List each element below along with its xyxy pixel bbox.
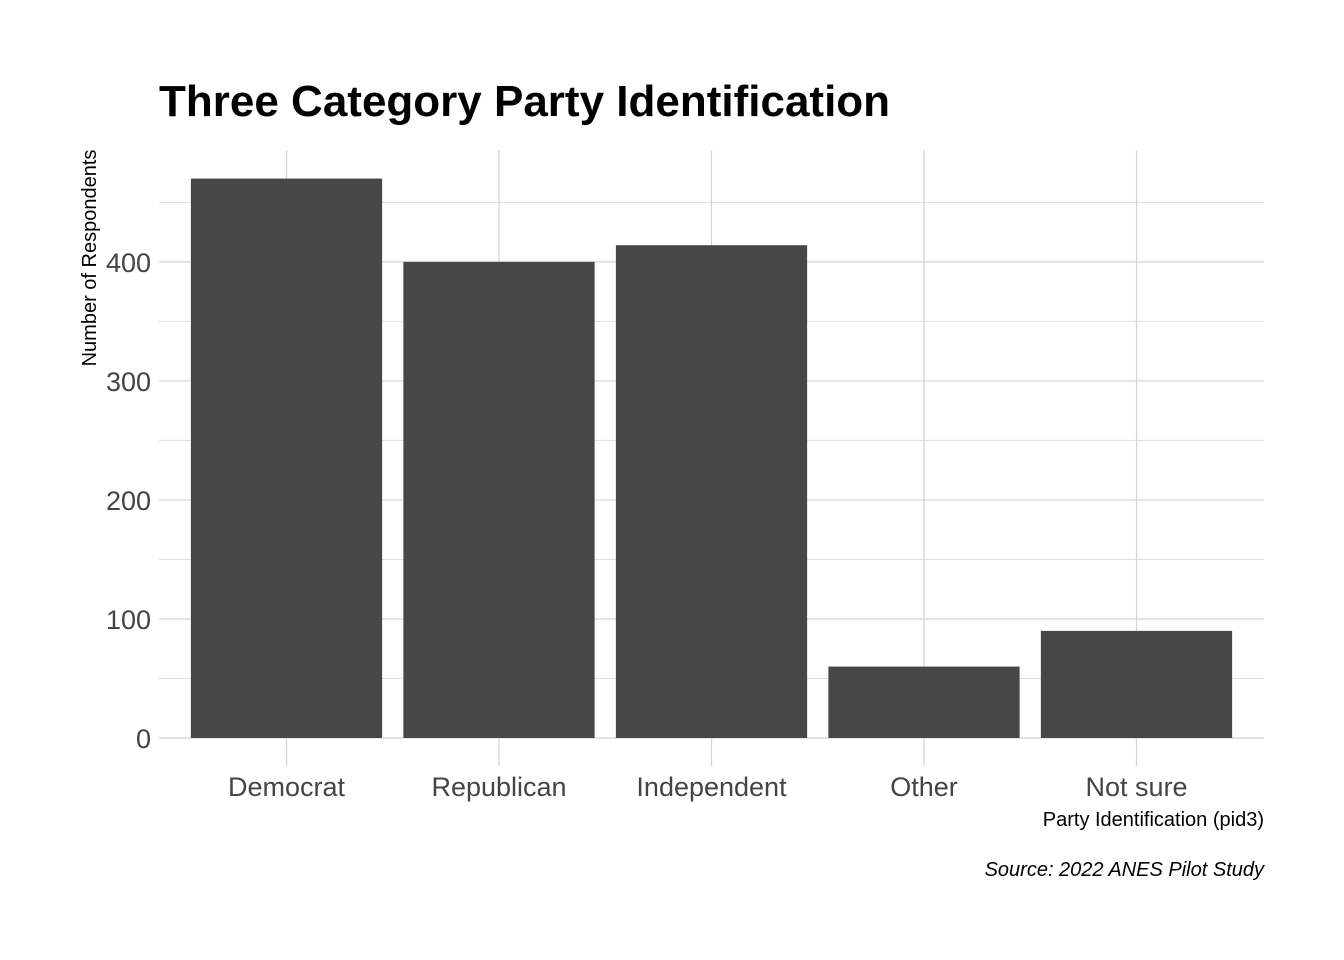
bar-democrat xyxy=(190,178,383,739)
y-axis-label: Number of Respondents xyxy=(79,150,101,367)
x-axis-label: Party Identification (pid3) xyxy=(1043,809,1264,831)
y-tick-label: 400 xyxy=(106,248,151,278)
y-tick-label: 200 xyxy=(106,486,151,516)
bar-independent xyxy=(615,245,808,739)
chart-title: Three Category Party Identification xyxy=(159,77,890,126)
x-tick-label: Republican xyxy=(431,772,566,802)
bar-not-sure xyxy=(1040,630,1233,738)
x-tick-label: Independent xyxy=(636,772,787,802)
bar-other xyxy=(828,666,1020,738)
bar-republican xyxy=(403,261,595,738)
x-tick-label: Democrat xyxy=(228,772,346,802)
y-tick-label: 300 xyxy=(106,367,151,397)
x-tick-label: Other xyxy=(890,772,958,802)
chart-caption: Source: 2022 ANES Pilot Study xyxy=(985,859,1265,881)
tick-layer: 0 100 200 300 400 Democrat Republican Independe… xyxy=(106,248,1188,802)
y-tick-label: 0 xyxy=(136,724,151,754)
x-tick-label: Not sure xyxy=(1085,772,1187,802)
y-tick-label: 100 xyxy=(106,605,151,635)
bar-layer xyxy=(190,178,1233,739)
